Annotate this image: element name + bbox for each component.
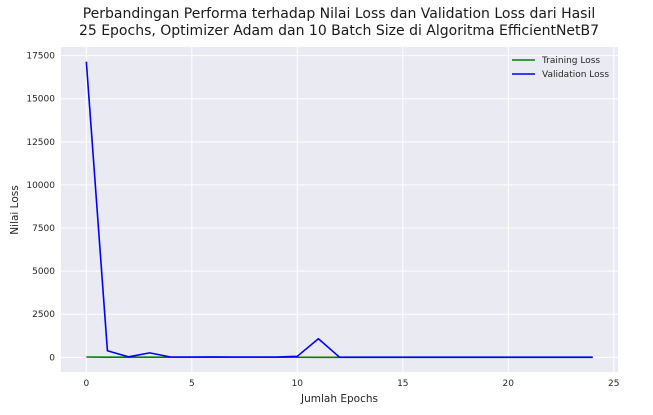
legend-label-training-loss: Training Loss (541, 56, 600, 66)
chart-title-line-2: 25 Epochs, Optimizer Adam dan 10 Batch S… (79, 23, 599, 39)
x-tick-label: 0 (83, 379, 89, 389)
x-tick-labels: 0 5 10 15 20 25 (83, 379, 619, 389)
x-tick-label: 25 (608, 379, 619, 389)
y-tick-label: 12500 (26, 138, 55, 148)
series-lines (85, 61, 593, 359)
y-tick-label: 2500 (32, 310, 55, 320)
x-tick-label: 20 (503, 379, 515, 389)
y-tick-label: 15000 (26, 95, 55, 105)
x-tick-label: 10 (292, 379, 304, 389)
x-axis-label: Jumlah Epochs (300, 393, 378, 405)
x-tick-label: 5 (189, 379, 195, 389)
y-axis-label: Nilai Loss (9, 185, 21, 234)
legend-label-validation-loss: Validation Loss (542, 70, 609, 80)
y-tick-label: 10000 (26, 181, 55, 191)
plot-area (61, 47, 618, 372)
y-tick-label: 5000 (32, 267, 55, 277)
y-tick-labels: 0 2500 5000 7500 10000 12500 15000 17500 (26, 52, 55, 364)
chart-title-line-1: Perbandingan Performa terhadap Nilai Los… (83, 6, 596, 22)
legend: Training Loss Validation Loss (512, 56, 609, 80)
grid (61, 47, 618, 372)
y-tick-label: 0 (49, 353, 55, 363)
y-tick-label: 17500 (26, 52, 55, 62)
y-tick-label: 7500 (32, 224, 55, 234)
legend-item-validation-loss: Validation Loss (512, 70, 609, 80)
series-line-validation-loss (85, 61, 593, 358)
legend-item-training-loss: Training Loss (512, 56, 600, 66)
x-tick-label: 15 (397, 379, 408, 389)
